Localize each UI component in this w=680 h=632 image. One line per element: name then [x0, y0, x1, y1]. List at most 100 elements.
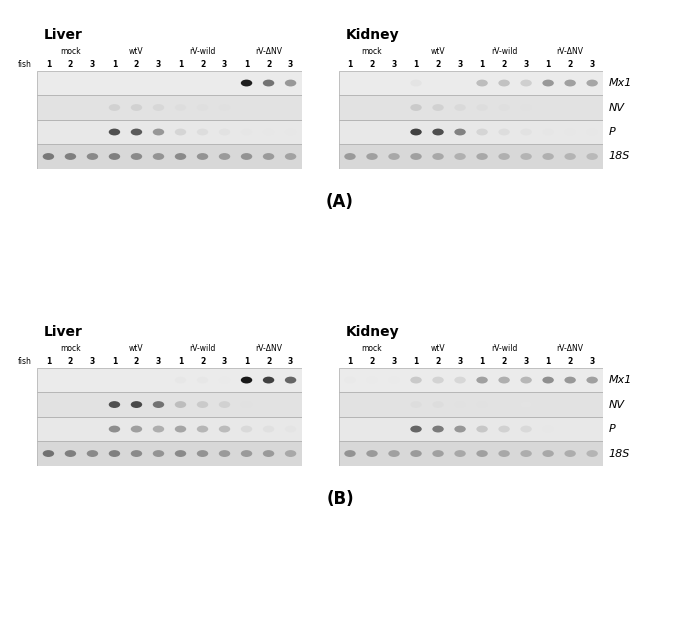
Ellipse shape: [586, 377, 598, 384]
Ellipse shape: [477, 80, 488, 87]
Ellipse shape: [432, 128, 444, 135]
Ellipse shape: [586, 153, 598, 160]
Ellipse shape: [477, 377, 488, 384]
Ellipse shape: [153, 450, 164, 457]
Ellipse shape: [520, 450, 532, 457]
Ellipse shape: [344, 377, 356, 384]
Ellipse shape: [153, 401, 164, 408]
Text: rV-ΔNV: rV-ΔNV: [255, 47, 282, 56]
Ellipse shape: [87, 153, 98, 160]
Ellipse shape: [175, 128, 186, 135]
Ellipse shape: [219, 377, 231, 384]
Ellipse shape: [241, 80, 252, 87]
Ellipse shape: [263, 377, 274, 384]
Ellipse shape: [109, 104, 120, 111]
Ellipse shape: [131, 425, 142, 432]
Ellipse shape: [175, 153, 186, 160]
Text: mock: mock: [60, 344, 81, 353]
Ellipse shape: [564, 80, 576, 87]
Ellipse shape: [131, 104, 142, 111]
Ellipse shape: [197, 80, 208, 87]
Ellipse shape: [410, 401, 422, 408]
Text: 2: 2: [501, 357, 507, 366]
Bar: [37, 71, 301, 95]
Text: 1: 1: [112, 357, 117, 366]
Ellipse shape: [197, 401, 208, 408]
Ellipse shape: [241, 450, 252, 457]
Ellipse shape: [388, 377, 400, 384]
Ellipse shape: [131, 377, 142, 384]
Ellipse shape: [109, 401, 120, 408]
Ellipse shape: [153, 153, 164, 160]
Text: 1: 1: [479, 60, 485, 69]
Text: NV: NV: [609, 399, 625, 410]
Text: 3: 3: [156, 357, 161, 366]
Text: fish: fish: [18, 60, 32, 69]
Ellipse shape: [197, 377, 208, 384]
Bar: [37, 95, 301, 120]
Text: 18S: 18S: [609, 449, 630, 459]
Bar: [37, 417, 301, 441]
Text: mock: mock: [60, 47, 81, 56]
Text: NV: NV: [609, 102, 625, 112]
Ellipse shape: [410, 153, 422, 160]
Bar: [37, 120, 301, 144]
Ellipse shape: [432, 80, 444, 87]
Ellipse shape: [241, 425, 252, 432]
Ellipse shape: [564, 425, 576, 432]
Ellipse shape: [197, 104, 208, 111]
Bar: [339, 368, 603, 392]
Ellipse shape: [543, 450, 554, 457]
Ellipse shape: [432, 153, 444, 160]
Ellipse shape: [197, 425, 208, 432]
Text: P: P: [609, 424, 615, 434]
Ellipse shape: [344, 153, 356, 160]
Ellipse shape: [454, 128, 466, 135]
Ellipse shape: [564, 450, 576, 457]
Text: 3: 3: [590, 357, 595, 366]
Text: 3: 3: [392, 60, 396, 69]
Ellipse shape: [175, 80, 186, 87]
Text: 3: 3: [590, 60, 595, 69]
Ellipse shape: [219, 104, 231, 111]
Text: 3: 3: [222, 60, 227, 69]
Ellipse shape: [219, 153, 231, 160]
Text: 2: 2: [266, 60, 271, 69]
Bar: [339, 71, 603, 95]
Ellipse shape: [454, 401, 466, 408]
Text: 1: 1: [347, 357, 353, 366]
Text: fish: fish: [18, 357, 32, 366]
Ellipse shape: [263, 425, 274, 432]
Ellipse shape: [498, 80, 510, 87]
Text: 3: 3: [90, 60, 95, 69]
Ellipse shape: [410, 128, 422, 135]
Ellipse shape: [219, 401, 231, 408]
Ellipse shape: [285, 377, 296, 384]
Text: rV-wild: rV-wild: [189, 344, 216, 353]
Bar: [339, 392, 603, 417]
Ellipse shape: [175, 104, 186, 111]
Text: 1: 1: [244, 60, 249, 69]
Ellipse shape: [219, 80, 231, 87]
Ellipse shape: [197, 128, 208, 135]
Ellipse shape: [263, 128, 274, 135]
Ellipse shape: [219, 425, 231, 432]
Text: 2: 2: [134, 357, 139, 366]
Ellipse shape: [263, 450, 274, 457]
Ellipse shape: [65, 153, 76, 160]
Ellipse shape: [564, 377, 576, 384]
Ellipse shape: [477, 128, 488, 135]
Ellipse shape: [367, 153, 377, 160]
Text: 2: 2: [68, 60, 73, 69]
Ellipse shape: [197, 450, 208, 457]
Ellipse shape: [586, 80, 598, 87]
Text: 2: 2: [266, 357, 271, 366]
Ellipse shape: [43, 450, 54, 457]
Ellipse shape: [197, 153, 208, 160]
Ellipse shape: [153, 128, 164, 135]
Text: wtV: wtV: [129, 47, 143, 56]
Text: 1: 1: [178, 357, 183, 366]
Ellipse shape: [410, 450, 422, 457]
Ellipse shape: [109, 153, 120, 160]
Ellipse shape: [520, 104, 532, 111]
